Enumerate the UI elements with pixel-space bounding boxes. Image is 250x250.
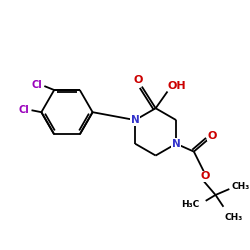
Text: CH₃: CH₃ xyxy=(224,213,242,222)
Text: Cl: Cl xyxy=(18,105,29,115)
Text: H₃C: H₃C xyxy=(181,200,199,209)
Text: N: N xyxy=(172,139,180,149)
Text: O: O xyxy=(208,131,217,141)
Text: O: O xyxy=(133,75,142,85)
Text: Cl: Cl xyxy=(31,80,42,90)
Text: N: N xyxy=(131,115,140,125)
Text: CH₃: CH₃ xyxy=(231,182,249,190)
Text: O: O xyxy=(201,171,210,181)
Text: OH: OH xyxy=(167,80,186,90)
